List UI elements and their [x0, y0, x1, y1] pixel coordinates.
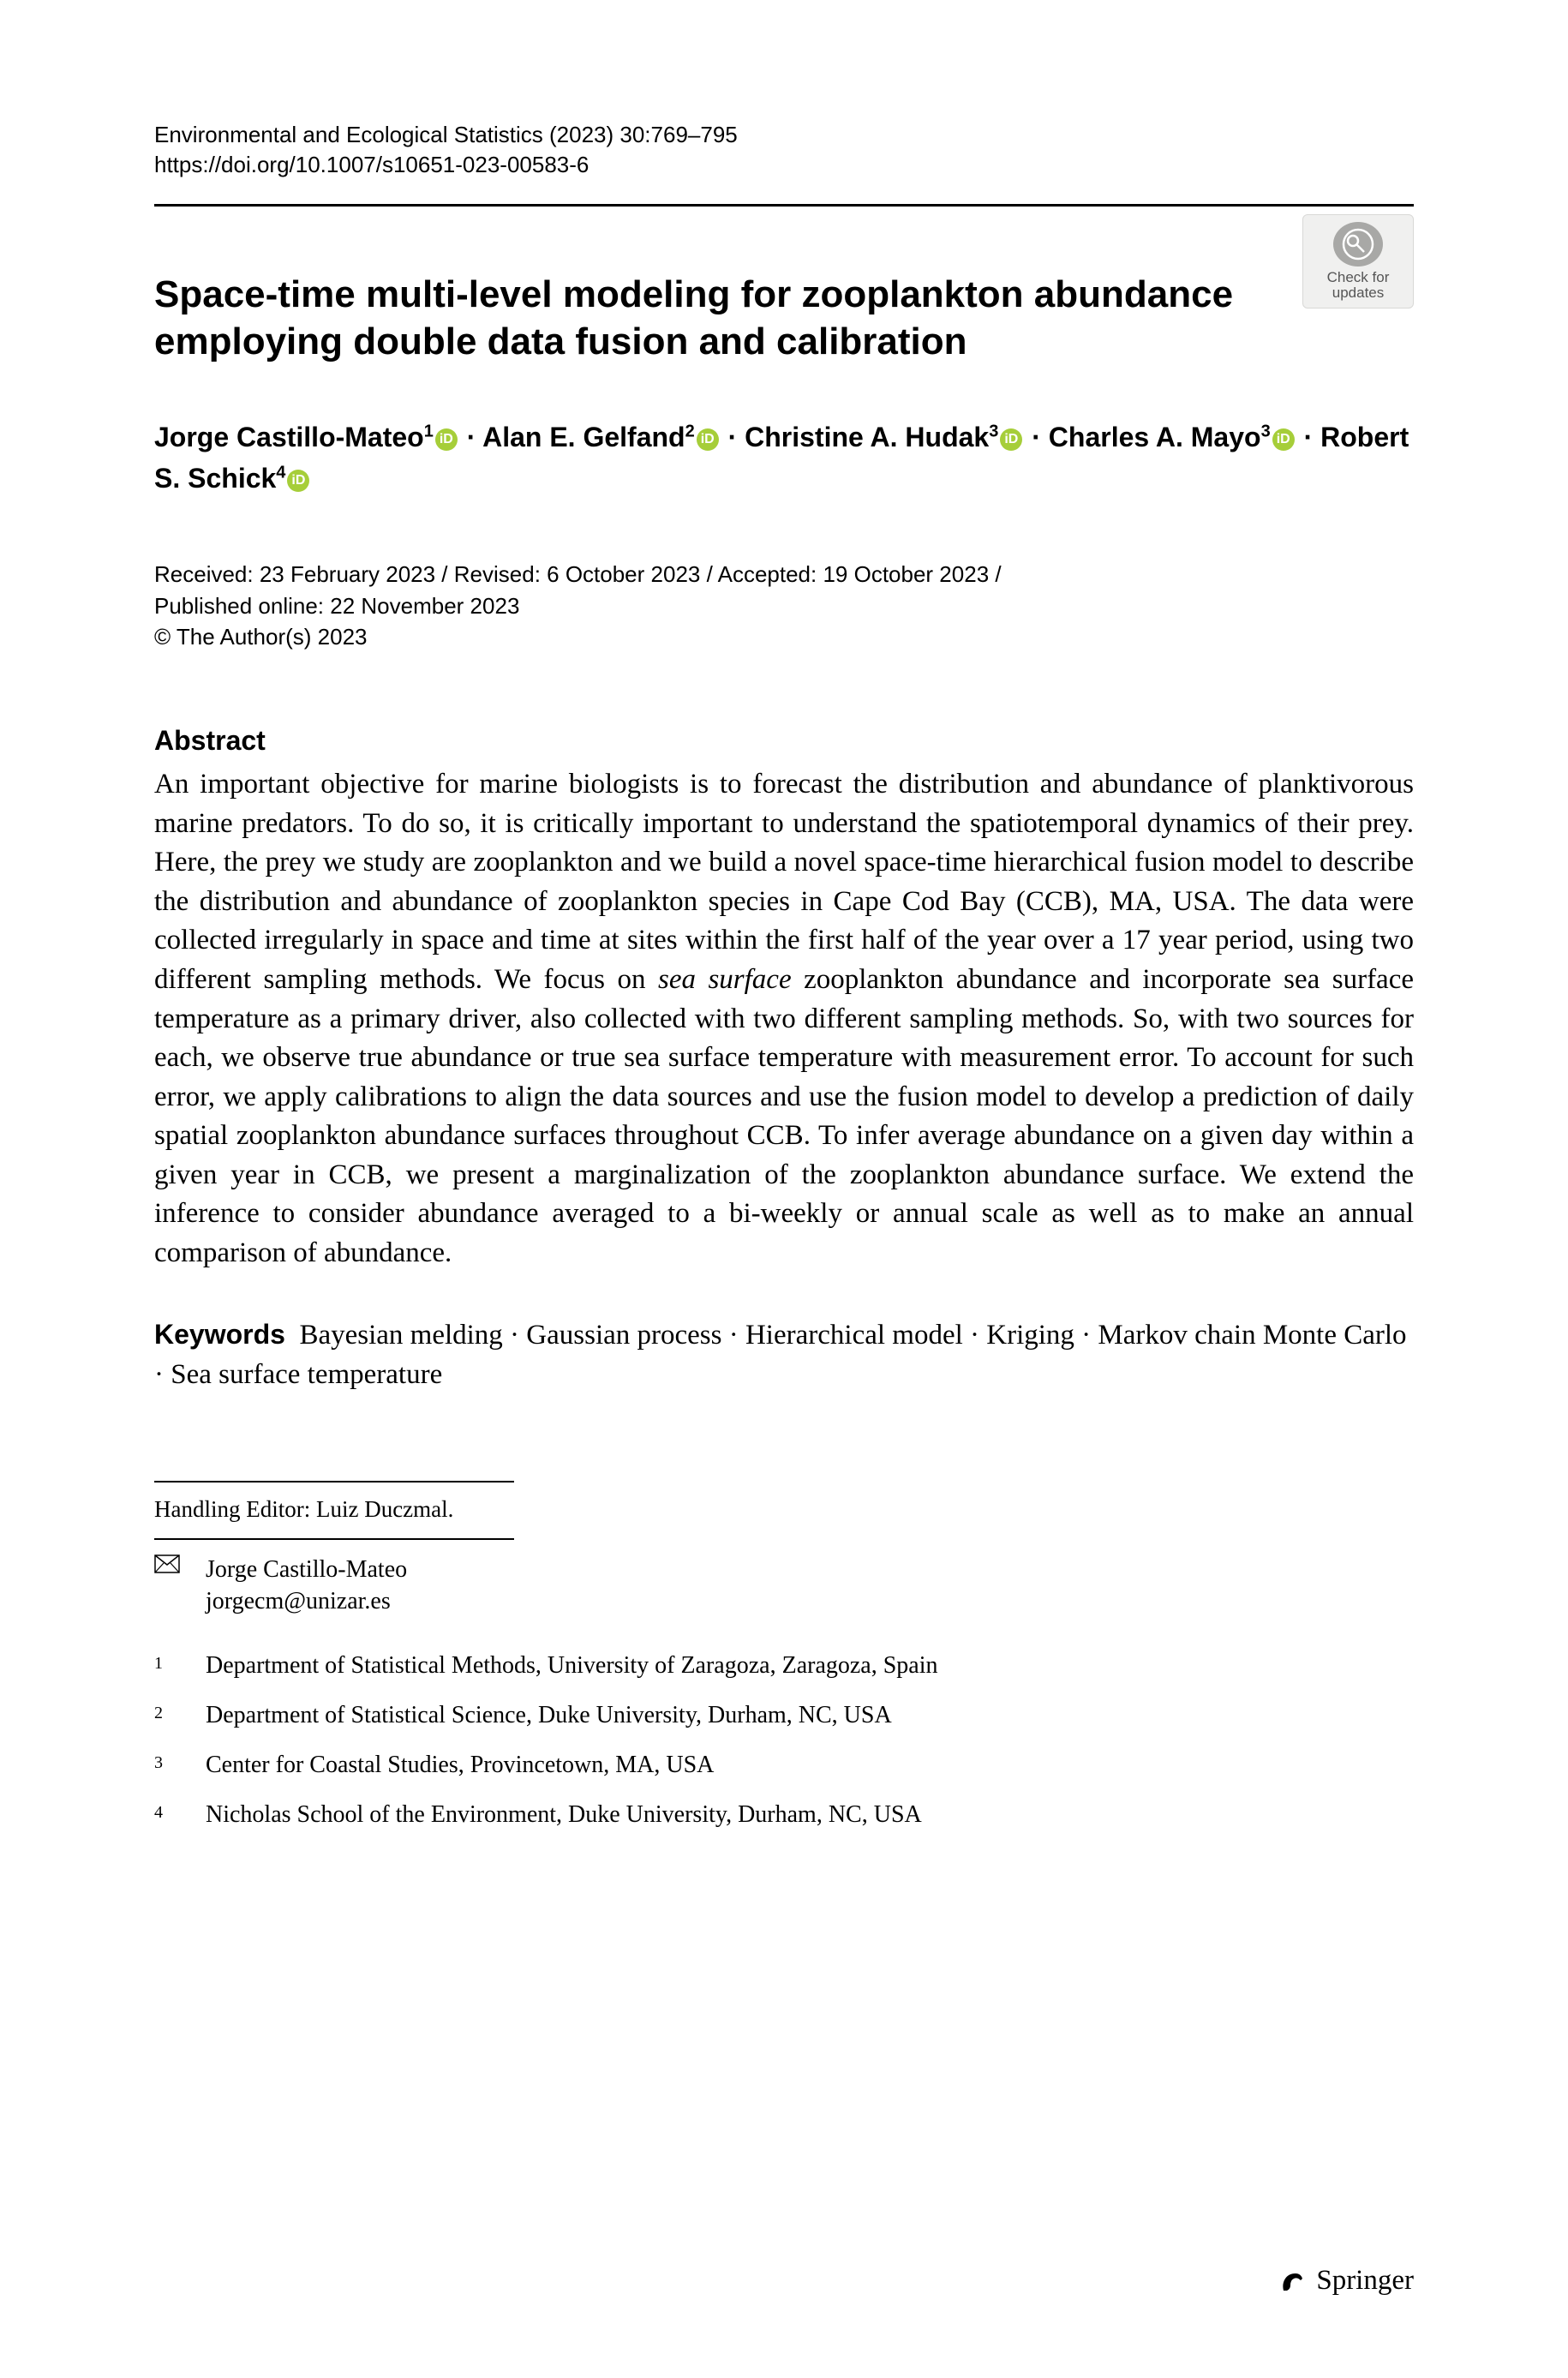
affiliation-number: 4	[154, 1801, 180, 1823]
abstract-text: zooplankton abundance and incorporate se…	[154, 964, 1414, 1268]
envelope-icon	[154, 1554, 190, 1579]
orcid-icon[interactable]: iD	[1000, 428, 1022, 451]
dates-line: Published online: 22 November 2023	[154, 590, 1414, 621]
check-updates-label: Check for updates	[1327, 270, 1390, 301]
journal-citation: Environmental and Ecological Statistics …	[154, 120, 1414, 150]
footnote-rule	[154, 1538, 514, 1540]
check-updates-icon	[1333, 222, 1383, 267]
affiliation-text: Department of Statistical Science, Duke …	[206, 1702, 892, 1729]
orcid-icon[interactable]: iD	[287, 470, 309, 492]
footnote-rule	[154, 1481, 514, 1483]
top-rule	[154, 204, 1414, 207]
affiliation-number: 2	[154, 1702, 180, 1723]
article-dates: Received: 23 February 2023 / Revised: 6 …	[154, 559, 1414, 652]
article-title: Space-time multi-level modeling for zoop…	[154, 271, 1268, 365]
author-name[interactable]: Jorge Castillo-Mateo	[154, 422, 424, 452]
orcid-icon[interactable]: iD	[1272, 428, 1295, 451]
keywords-text: Bayesian melding · Gaussian process · Hi…	[154, 1320, 1407, 1390]
abstract-heading: Abstract	[154, 725, 1414, 757]
author-name[interactable]: Charles A. Mayo	[1049, 422, 1261, 452]
header-meta: Environmental and Ecological Statistics …	[154, 120, 1414, 180]
author-name[interactable]: Alan E. Gelfand	[482, 422, 685, 452]
affiliation: 1 Department of Statistical Methods, Univ…	[154, 1652, 1414, 1680]
orcid-icon[interactable]: iD	[697, 428, 719, 451]
affiliation-text: Center for Coastal Studies, Provincetown…	[206, 1752, 714, 1779]
author-affil-sup: 2	[685, 422, 695, 441]
authors-block: Jorge Castillo-Mateo1iD · Alan E. Gelfan…	[154, 416, 1414, 499]
affiliation-text: Nicholas School of the Environment, Duke…	[206, 1801, 922, 1829]
author-affil-sup: 3	[1261, 422, 1271, 441]
keywords-block: Keywords Bayesian melding · Gaussian pro…	[154, 1315, 1414, 1394]
abstract-text: An important objective for marine biolog…	[154, 769, 1414, 995]
author-affil-sup: 4	[276, 464, 285, 482]
author-affil-sup: 3	[989, 422, 998, 441]
keywords-label: Keywords	[154, 1319, 285, 1350]
author-affil-sup: 1	[424, 422, 434, 441]
affiliation-text: Department of Statistical Methods, Unive…	[206, 1652, 938, 1680]
affiliation: 3 Center for Coastal Studies, Provincetow…	[154, 1752, 1414, 1779]
author-name[interactable]: Christine A. Hudak	[745, 422, 989, 452]
publisher-logo: Springer	[1278, 2265, 1414, 2297]
dates-line: Received: 23 February 2023 / Revised: 6 …	[154, 559, 1414, 590]
corresponding-author-email[interactable]: jorgecm@unizar.es	[206, 1585, 407, 1618]
check-for-updates-badge[interactable]: Check for updates	[1302, 214, 1414, 308]
correspondence-block: Jorge Castillo-Mateo jorgecm@unizar.es	[154, 1554, 1414, 1619]
copyright-line: © The Author(s) 2023	[154, 621, 1414, 652]
affiliations-block: 1 Department of Statistical Methods, Univ…	[154, 1652, 1414, 1829]
abstract-italic: sea surface	[658, 964, 792, 995]
affiliation-number: 1	[154, 1652, 180, 1674]
springer-horse-icon	[1278, 2267, 1308, 2296]
orcid-icon[interactable]: iD	[435, 428, 458, 451]
corresponding-author-name: Jorge Castillo-Mateo	[206, 1554, 407, 1586]
affiliation-number: 3	[154, 1752, 180, 1773]
handling-editor: Handling Editor: Luiz Duczmal.	[154, 1496, 1414, 1523]
publisher-name: Springer	[1316, 2265, 1414, 2297]
abstract-body: An important objective for marine biolog…	[154, 765, 1414, 1273]
affiliation: 4 Nicholas School of the Environment, Duk…	[154, 1801, 1414, 1829]
doi-link[interactable]: https://doi.org/10.1007/s10651-023-00583…	[154, 150, 1414, 180]
affiliation: 2 Department of Statistical Science, Duke…	[154, 1702, 1414, 1729]
